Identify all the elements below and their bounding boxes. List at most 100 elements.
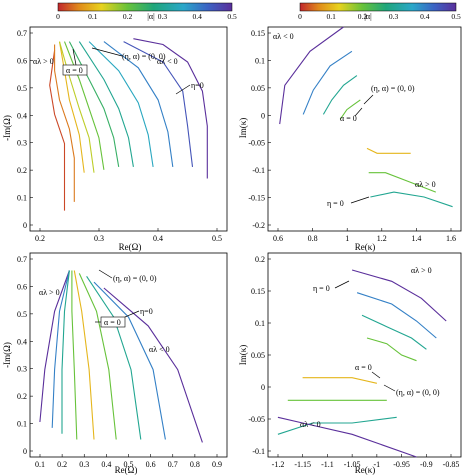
- colorbar-tick-label: 0.1: [88, 12, 98, 21]
- series-line: [366, 147, 411, 154]
- colorbar-label: |α|: [364, 12, 371, 21]
- y-tick-label: 0.15: [251, 29, 265, 38]
- x-tick-label: 0.6: [146, 460, 156, 469]
- y-tick-label: 0.7: [17, 29, 27, 38]
- y-tick-label: 0.05: [251, 84, 265, 93]
- series-line: [302, 50, 353, 115]
- series-line: [302, 377, 378, 384]
- x-tick-label: -1.05: [344, 460, 361, 469]
- annotation-al-negative: αλ < 0: [157, 57, 178, 66]
- y-axis-label: Im(κ): [238, 118, 248, 139]
- arrow-eta-zero: [175, 84, 191, 95]
- colorbar-tick-labels: 0 0.1 0.2 0.3 0.4 0.5: [56, 12, 237, 21]
- y-tick-label: 0: [23, 447, 27, 456]
- y-tick-label: 0: [261, 111, 265, 120]
- y-tick-label: 0.15: [251, 287, 265, 296]
- y-tick-label: 0.1: [17, 420, 27, 429]
- y-tick-label: 0.3: [17, 139, 27, 148]
- arrow-alpha-zero: [354, 107, 363, 117]
- colorbar-tick-label: 0.4: [193, 12, 203, 21]
- annotation-eta-zero: η=0: [191, 81, 204, 90]
- plot-frame: [267, 26, 462, 232]
- series-line: [277, 416, 417, 458]
- x-tick-labels: 0.2 0.3 0.4 0.5: [35, 228, 222, 243]
- series-layer: [277, 269, 447, 458]
- annotation-al-positive: αλ > 0: [33, 57, 54, 66]
- x-tick-label: -1: [374, 460, 381, 469]
- colorbar-tick-label: 0.2: [123, 12, 133, 21]
- series-line: [322, 75, 358, 115]
- x-axis-label: Re(Ω): [119, 242, 142, 252]
- y-tick-label: 0.1: [255, 56, 265, 65]
- annotation-al-positive: αλ > 0: [415, 180, 436, 189]
- arrow-eta-zero: [124, 310, 140, 318]
- series-line: [88, 41, 154, 167]
- series-line: [39, 270, 70, 423]
- plot-frame: [267, 252, 462, 458]
- series-line: [93, 281, 166, 440]
- y-tick-label: 0.05: [251, 351, 265, 360]
- y-tick-label: 0: [23, 221, 27, 230]
- x-tick-labels: 0.1 0.2 0.3 0.4 0.5 0.6 0.7 0.8 0.9: [35, 454, 222, 469]
- series-line: [339, 99, 361, 120]
- series-line: [351, 269, 447, 322]
- colorbar-tick-label: 0.4: [420, 12, 430, 21]
- x-tick-label: 0.1: [35, 460, 45, 469]
- annotation-alpha-zero: α = 0: [66, 66, 83, 75]
- series-line: [49, 50, 66, 211]
- colorbar: 0 0.1 0.2 0.3 0.4 0.5 |α|: [56, 2, 237, 21]
- x-tick-label: 0.2: [35, 234, 45, 243]
- panel-bottom-right: -1.2 -1.15 -1.1 -1.05 -1 -0.95 -0.9 -0.85 -0.1-…: [238, 252, 462, 475]
- y-tick-label: -0.15: [248, 194, 265, 203]
- series-line: [103, 41, 174, 167]
- y-tick-label: 0.4: [17, 111, 27, 120]
- x-tick-label: -0.9: [420, 460, 433, 469]
- x-tick-labels: 0.6 0.8 1 1.2 1.4 1.6: [273, 228, 456, 243]
- y-tick-labels: 0 0.1 0.2 0.3 0.4 0.5 0.6 0.7: [17, 29, 33, 230]
- colorbar-tick-label: 0.5: [451, 12, 461, 21]
- annotation-al-positive: αλ > 0: [411, 266, 432, 275]
- series-line: [78, 41, 134, 167]
- colorbar-tick-label: 0.3: [389, 12, 399, 21]
- plot-frame: [29, 26, 228, 232]
- series-line: [63, 41, 105, 170]
- y-axis-label: -Im(Ω): [2, 115, 12, 141]
- y-tick-label: 0.6: [17, 282, 27, 291]
- annotation-al-negative: αλ < 0: [300, 420, 321, 429]
- colorbar-gradient: [57, 2, 233, 12]
- annotation-al-negative: αλ < 0: [273, 32, 294, 41]
- annotation-al-negative: αλ < 0: [149, 345, 170, 354]
- x-tick-label: 0.5: [124, 460, 134, 469]
- x-tick-label: 1: [345, 234, 349, 243]
- colorbar-tick-label: 0: [298, 12, 302, 21]
- series-line: [366, 337, 417, 362]
- y-tick-label: -0.1: [252, 447, 265, 456]
- annotation-origin: (η, α) = (0, 0): [122, 52, 166, 61]
- series-layer: [39, 270, 203, 443]
- y-tick-label: 0.2: [17, 392, 27, 401]
- y-tick-label: -0.05: [248, 139, 265, 148]
- colorbar-tick-label: 0.2: [358, 12, 368, 21]
- x-axis-label: Re(κ): [355, 242, 376, 252]
- x-tick-label: 0.6: [273, 234, 283, 243]
- arrow-origin: [91, 47, 123, 57]
- panel-bottom-left: 0.1 0.2 0.3 0.4 0.5 0.6 0.7 0.8 0.9 00.10.20.30.…: [2, 252, 228, 475]
- colorbar-tick-label: 0: [56, 12, 60, 21]
- x-tick-label: 0.9: [212, 460, 222, 469]
- annotation-eta-zero: η = 0: [313, 284, 330, 293]
- arrow-origin: [363, 94, 374, 105]
- x-tick-label: -1.2: [272, 460, 285, 469]
- y-axis-label: -Im(Ω): [2, 342, 12, 368]
- arrow-alpha-zero: [72, 48, 77, 66]
- y-tick-labels: -0.2 -0.15 -0.1 -0.05 0 0.05 0.1 0.15: [248, 29, 271, 230]
- colorbar-tick-label: 0.5: [227, 12, 237, 21]
- arrow-alpha-zero: [371, 371, 381, 379]
- series-line: [133, 38, 208, 179]
- series-line: [71, 270, 78, 440]
- x-tick-label: 0.8: [190, 460, 200, 469]
- arrow-eta-zero: [350, 196, 370, 204]
- x-tick-label: 0.4: [153, 234, 163, 243]
- y-tick-labels: -0.1 -0.05 0 0.05 0.1 0.15 0.2: [248, 255, 271, 456]
- annotation-al-positive: αλ > 0: [39, 288, 60, 297]
- panel-top-left: 0 0.1 0.2 0.3 0.4 0.5 |α| 0.2 0.3 0.4 0.5 0 0.1 0.…: [2, 2, 237, 252]
